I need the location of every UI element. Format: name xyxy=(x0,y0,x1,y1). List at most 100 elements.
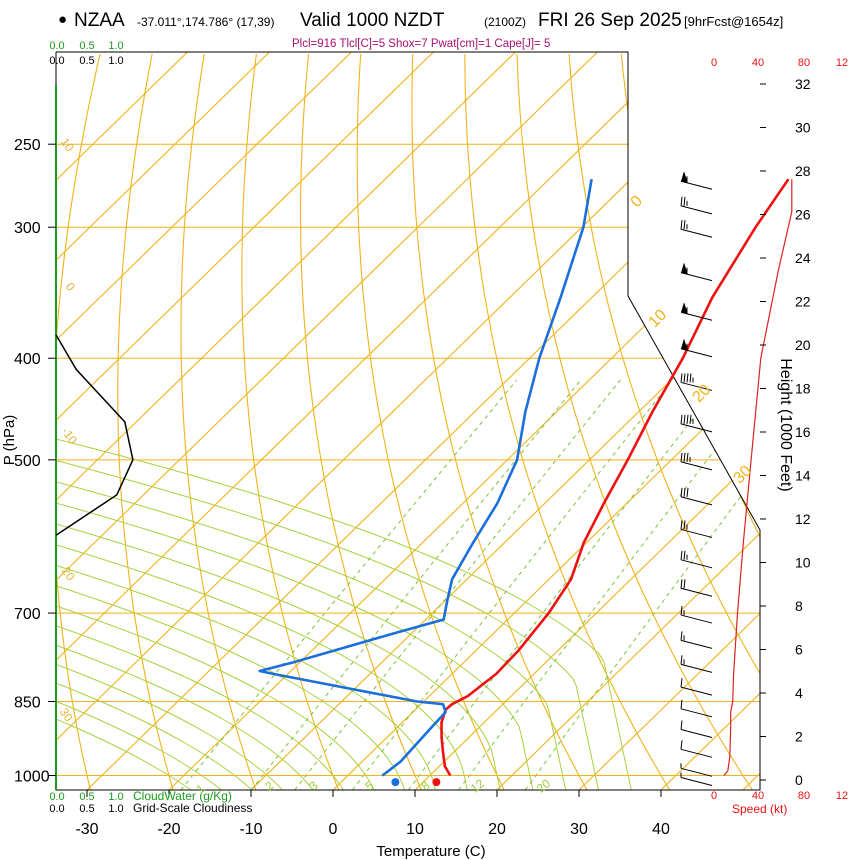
adiabat-label: -10 xyxy=(59,425,81,448)
wind-barb xyxy=(680,550,713,569)
temp-tick-label: -20 xyxy=(157,821,180,838)
station-id: NZAA xyxy=(74,10,125,31)
temp-tick-label: 0 xyxy=(329,821,338,838)
isotherm-line xyxy=(56,52,434,790)
wind-barb xyxy=(680,520,713,538)
wind-barb xyxy=(680,740,713,758)
mixing-ratio-label: 20 xyxy=(534,776,553,796)
height-tick-label: 28 xyxy=(795,163,811,179)
mixing-ratio-label: 5 xyxy=(362,778,376,793)
cloudiness-tick-top: 0.5 xyxy=(79,55,94,67)
wind-barb xyxy=(680,171,713,190)
temp-tick-label: 40 xyxy=(652,821,670,838)
valid-zulu: (2100Z) xyxy=(484,15,527,29)
temp-tick-label: 20 xyxy=(488,821,506,838)
height-tick-label: 16 xyxy=(795,424,811,440)
wind-barb xyxy=(680,678,713,696)
wind-barb xyxy=(680,452,713,471)
adiabat-label: 0 xyxy=(63,280,78,294)
mixing-ratio-line xyxy=(294,379,621,790)
dry-adiabat-line xyxy=(356,53,505,790)
valid-time: Valid 1000 NZDT xyxy=(300,10,445,31)
isotherm-line xyxy=(250,52,760,790)
wind-barb xyxy=(680,763,713,777)
speed-tick-top: 80 xyxy=(798,57,810,69)
moist-adiabat-line xyxy=(56,53,375,790)
surface-temp-marker xyxy=(432,778,441,787)
cloudiness-tick-bottom: 1.0 xyxy=(108,803,123,815)
speed-tick-top: 0 xyxy=(711,57,717,69)
isotherm-label: 10 xyxy=(646,306,671,331)
cloudwater-tick-top: 0.0 xyxy=(49,40,64,52)
pressure-tick-label: 300 xyxy=(14,220,41,237)
dewpoint-line xyxy=(258,178,593,777)
height-tick-label: 8 xyxy=(795,598,803,614)
mixing-ratio-line xyxy=(180,379,518,790)
wind-barb xyxy=(680,373,713,391)
height-tick-label: 4 xyxy=(795,685,803,701)
stability-indices: Plcl=916 Tlcl[C]=5 Shox=7 Pwat[cm]=1 Cap… xyxy=(292,38,551,50)
moist-adiabat-line xyxy=(56,53,567,790)
wind-barb xyxy=(680,772,713,786)
cloudwater-tick-bottom: 0.0 xyxy=(49,791,64,803)
height-tick-label: 22 xyxy=(795,294,811,310)
height-axis-title: Height (1000 Feet) xyxy=(777,358,794,491)
speed-tick-top: 12 xyxy=(836,57,848,69)
moist-adiabat-line xyxy=(56,53,468,790)
dry-adiabat-line xyxy=(56,53,101,790)
isotherm-line xyxy=(578,52,760,790)
wind-barb xyxy=(680,302,713,321)
cloudiness-label: Grid-Scale Cloudiness xyxy=(133,801,252,815)
wind-barb xyxy=(680,220,713,238)
wind-barb xyxy=(680,414,713,433)
station-coords: -37.011°,174.786° (17,39) xyxy=(137,15,275,29)
dry-adiabat-line xyxy=(568,53,760,790)
isotherm-line xyxy=(56,52,680,790)
dry-adiabat-line xyxy=(411,53,588,790)
dry-adiabat-line xyxy=(620,53,760,790)
cloudiness-tick-bottom: 0.0 xyxy=(49,803,64,815)
moist-adiabat-line xyxy=(56,53,345,790)
speed-axis-label: Speed (kt) xyxy=(732,802,787,816)
pressure-tick-label: 250 xyxy=(14,137,41,154)
moist-adiabat-line xyxy=(56,53,314,790)
speed-tick-bottom: 0 xyxy=(711,790,717,802)
cloudwater-label: CloudWater (g/Kg) xyxy=(133,789,232,803)
speed-tick-bottom: 80 xyxy=(798,790,810,802)
dry-adiabat-line xyxy=(300,53,422,790)
forecast-info: [9hrFcst@1654z] xyxy=(684,14,784,29)
isotherm-line xyxy=(414,52,760,790)
height-tick-label: 24 xyxy=(795,250,811,266)
mixing-ratio-label: 12 xyxy=(468,776,487,796)
mixing-ratio-label: 2 xyxy=(262,778,276,793)
cloudiness-line xyxy=(55,334,134,536)
height-tick-label: 26 xyxy=(795,207,811,223)
isotherm-line xyxy=(56,52,598,790)
pressure-tick-label: 400 xyxy=(14,351,41,368)
speed-tick-bottom: 12 xyxy=(836,790,848,802)
mixing-ratio-line xyxy=(458,379,760,790)
surface-dewpoint-marker xyxy=(391,778,400,787)
valid-date: FRI 26 Sep 2025 xyxy=(538,10,682,31)
isotherm-line xyxy=(86,52,760,790)
isotherm-line xyxy=(660,52,760,790)
moist-adiabat-line xyxy=(56,53,406,790)
isotherm-label: 0 xyxy=(628,193,646,211)
adiabat-label: 10 xyxy=(58,135,77,154)
moist-adiabat-line xyxy=(56,53,534,790)
wind-barb xyxy=(680,338,713,358)
height-tick-label: 30 xyxy=(795,120,811,136)
cloudwater-tick-bottom: 1.0 xyxy=(108,791,123,803)
temp-tick-label: 10 xyxy=(406,821,424,838)
temperature-line xyxy=(440,178,790,777)
isotherm-line xyxy=(56,52,270,790)
dry-adiabat-line xyxy=(830,54,850,790)
pressure-tick-label: 500 xyxy=(14,453,41,470)
height-tick-label: 20 xyxy=(795,337,811,353)
cloudiness-tick-bottom: 0.5 xyxy=(79,803,94,815)
cloudiness-tick-top: 0.0 xyxy=(49,55,64,67)
dry-adiabat-line xyxy=(672,53,760,790)
y-axis-title: P (hPa) xyxy=(1,415,18,466)
